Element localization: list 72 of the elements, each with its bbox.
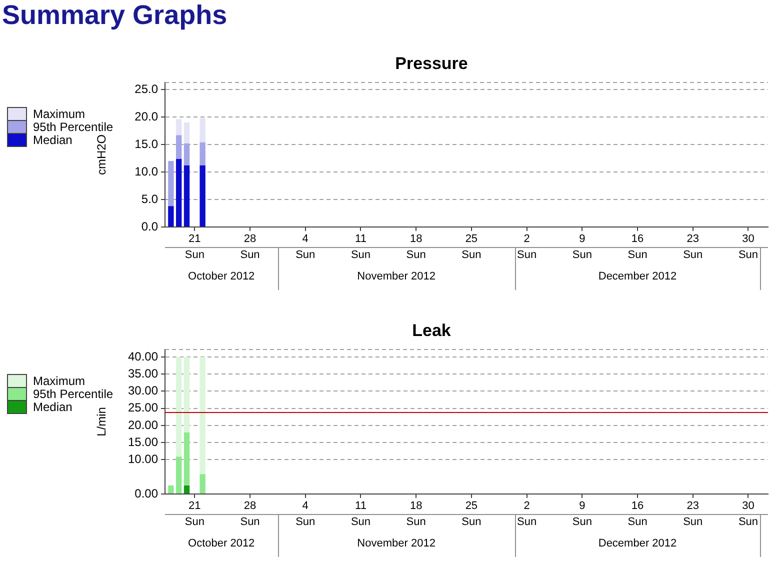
- x-tick-label: 28 Sun: [240, 500, 260, 528]
- x-tick-label: 2 Sun: [517, 233, 537, 261]
- x-tick-label: 4 Sun: [296, 233, 316, 261]
- bar: [176, 356, 182, 457]
- legend-label: 95th Percentile: [33, 120, 114, 134]
- y-axis-title: cmH2O: [94, 134, 109, 176]
- y-tick-label: 0.00: [134, 486, 158, 500]
- legend-label: Median: [33, 400, 72, 414]
- x-tick-label: 16 Sun: [628, 233, 648, 261]
- x-tick-label: 28 Sun: [240, 233, 260, 261]
- bar: [168, 161, 174, 206]
- bar: [200, 142, 206, 166]
- x2-tick-label: December 2012: [598, 270, 677, 283]
- x-tick-label: 18 Sun: [406, 500, 426, 528]
- y-tick-label: 25.00: [128, 400, 158, 415]
- bar: [168, 485, 174, 494]
- y-tick-label: 10.00: [128, 452, 158, 466]
- legend-label: Maximum: [33, 374, 86, 388]
- x2-tick-label: November 2012: [357, 538, 436, 550]
- x2-tick-label: December 2012: [598, 538, 677, 550]
- bar: [184, 485, 190, 494]
- x-tick-label: 18 Sun: [406, 233, 426, 261]
- bar: [176, 456, 182, 494]
- x-tick-label: 25 Sun: [462, 233, 482, 261]
- bar: [200, 356, 206, 474]
- bar: [200, 118, 206, 142]
- x-tick-label: 2 Sun: [517, 500, 537, 528]
- x-tick-label: 11 Sun: [350, 500, 371, 528]
- x-tick-label: 9 Sun: [572, 233, 592, 261]
- text: Summary Graphs: [2, 0, 228, 30]
- y-tick-label: 25.0: [134, 82, 158, 96]
- x-tick-label: 16 Sun: [628, 500, 648, 528]
- x-tick-label: 30 Sun: [738, 233, 758, 261]
- x2-tick-label: October 2012: [188, 270, 255, 283]
- bar: [184, 356, 190, 432]
- bar: [176, 135, 182, 159]
- x-tick-label: 11 Sun: [350, 233, 371, 261]
- y-tick-label: 35.00: [128, 366, 158, 380]
- chart-title: Leak: [412, 320, 452, 340]
- bar: [168, 206, 174, 226]
- bar: [184, 432, 190, 486]
- x-tick-label: 21 Sun: [184, 500, 204, 528]
- x-tick-label: 9 Sun: [572, 500, 592, 528]
- y-tick-label: 15.00: [128, 434, 158, 449]
- y-tick-label: 0.0: [141, 219, 158, 234]
- bar: [200, 165, 206, 226]
- x-tick-label: 23 Sun: [683, 233, 703, 261]
- bar: [200, 474, 206, 494]
- bar: [184, 143, 190, 166]
- y-axis-title: L/min: [94, 407, 109, 436]
- legend-label: Median: [33, 133, 72, 147]
- y-tick-label: 10.0: [134, 164, 158, 178]
- legend-label: Maximum: [33, 107, 86, 121]
- bar: [176, 158, 182, 226]
- x-tick-label: 30 Sun: [738, 500, 758, 528]
- x-tick-label: 23 Sun: [683, 500, 703, 528]
- chart-title: Pressure: [395, 54, 468, 73]
- y-tick-label: 40.00: [128, 349, 158, 364]
- y-tick-label: 30.00: [128, 384, 158, 398]
- legend-label: 95th Percentile: [33, 387, 114, 401]
- x2-tick-label: October 2012: [188, 538, 255, 550]
- x-tick-label: 4 Sun: [296, 500, 316, 528]
- bar: [176, 119, 182, 136]
- y-tick-label: 20.00: [128, 418, 158, 432]
- bar: [184, 122, 190, 144]
- bar: [184, 165, 190, 226]
- y-tick-label: 20.0: [134, 109, 158, 124]
- x2-tick-label: November 2012: [357, 270, 436, 283]
- y-tick-label: 5.0: [141, 192, 158, 206]
- x-tick-label: 25 Sun: [462, 500, 482, 528]
- x-tick-label: 21 Sun: [184, 233, 204, 261]
- y-tick-label: 15.0: [134, 136, 158, 151]
